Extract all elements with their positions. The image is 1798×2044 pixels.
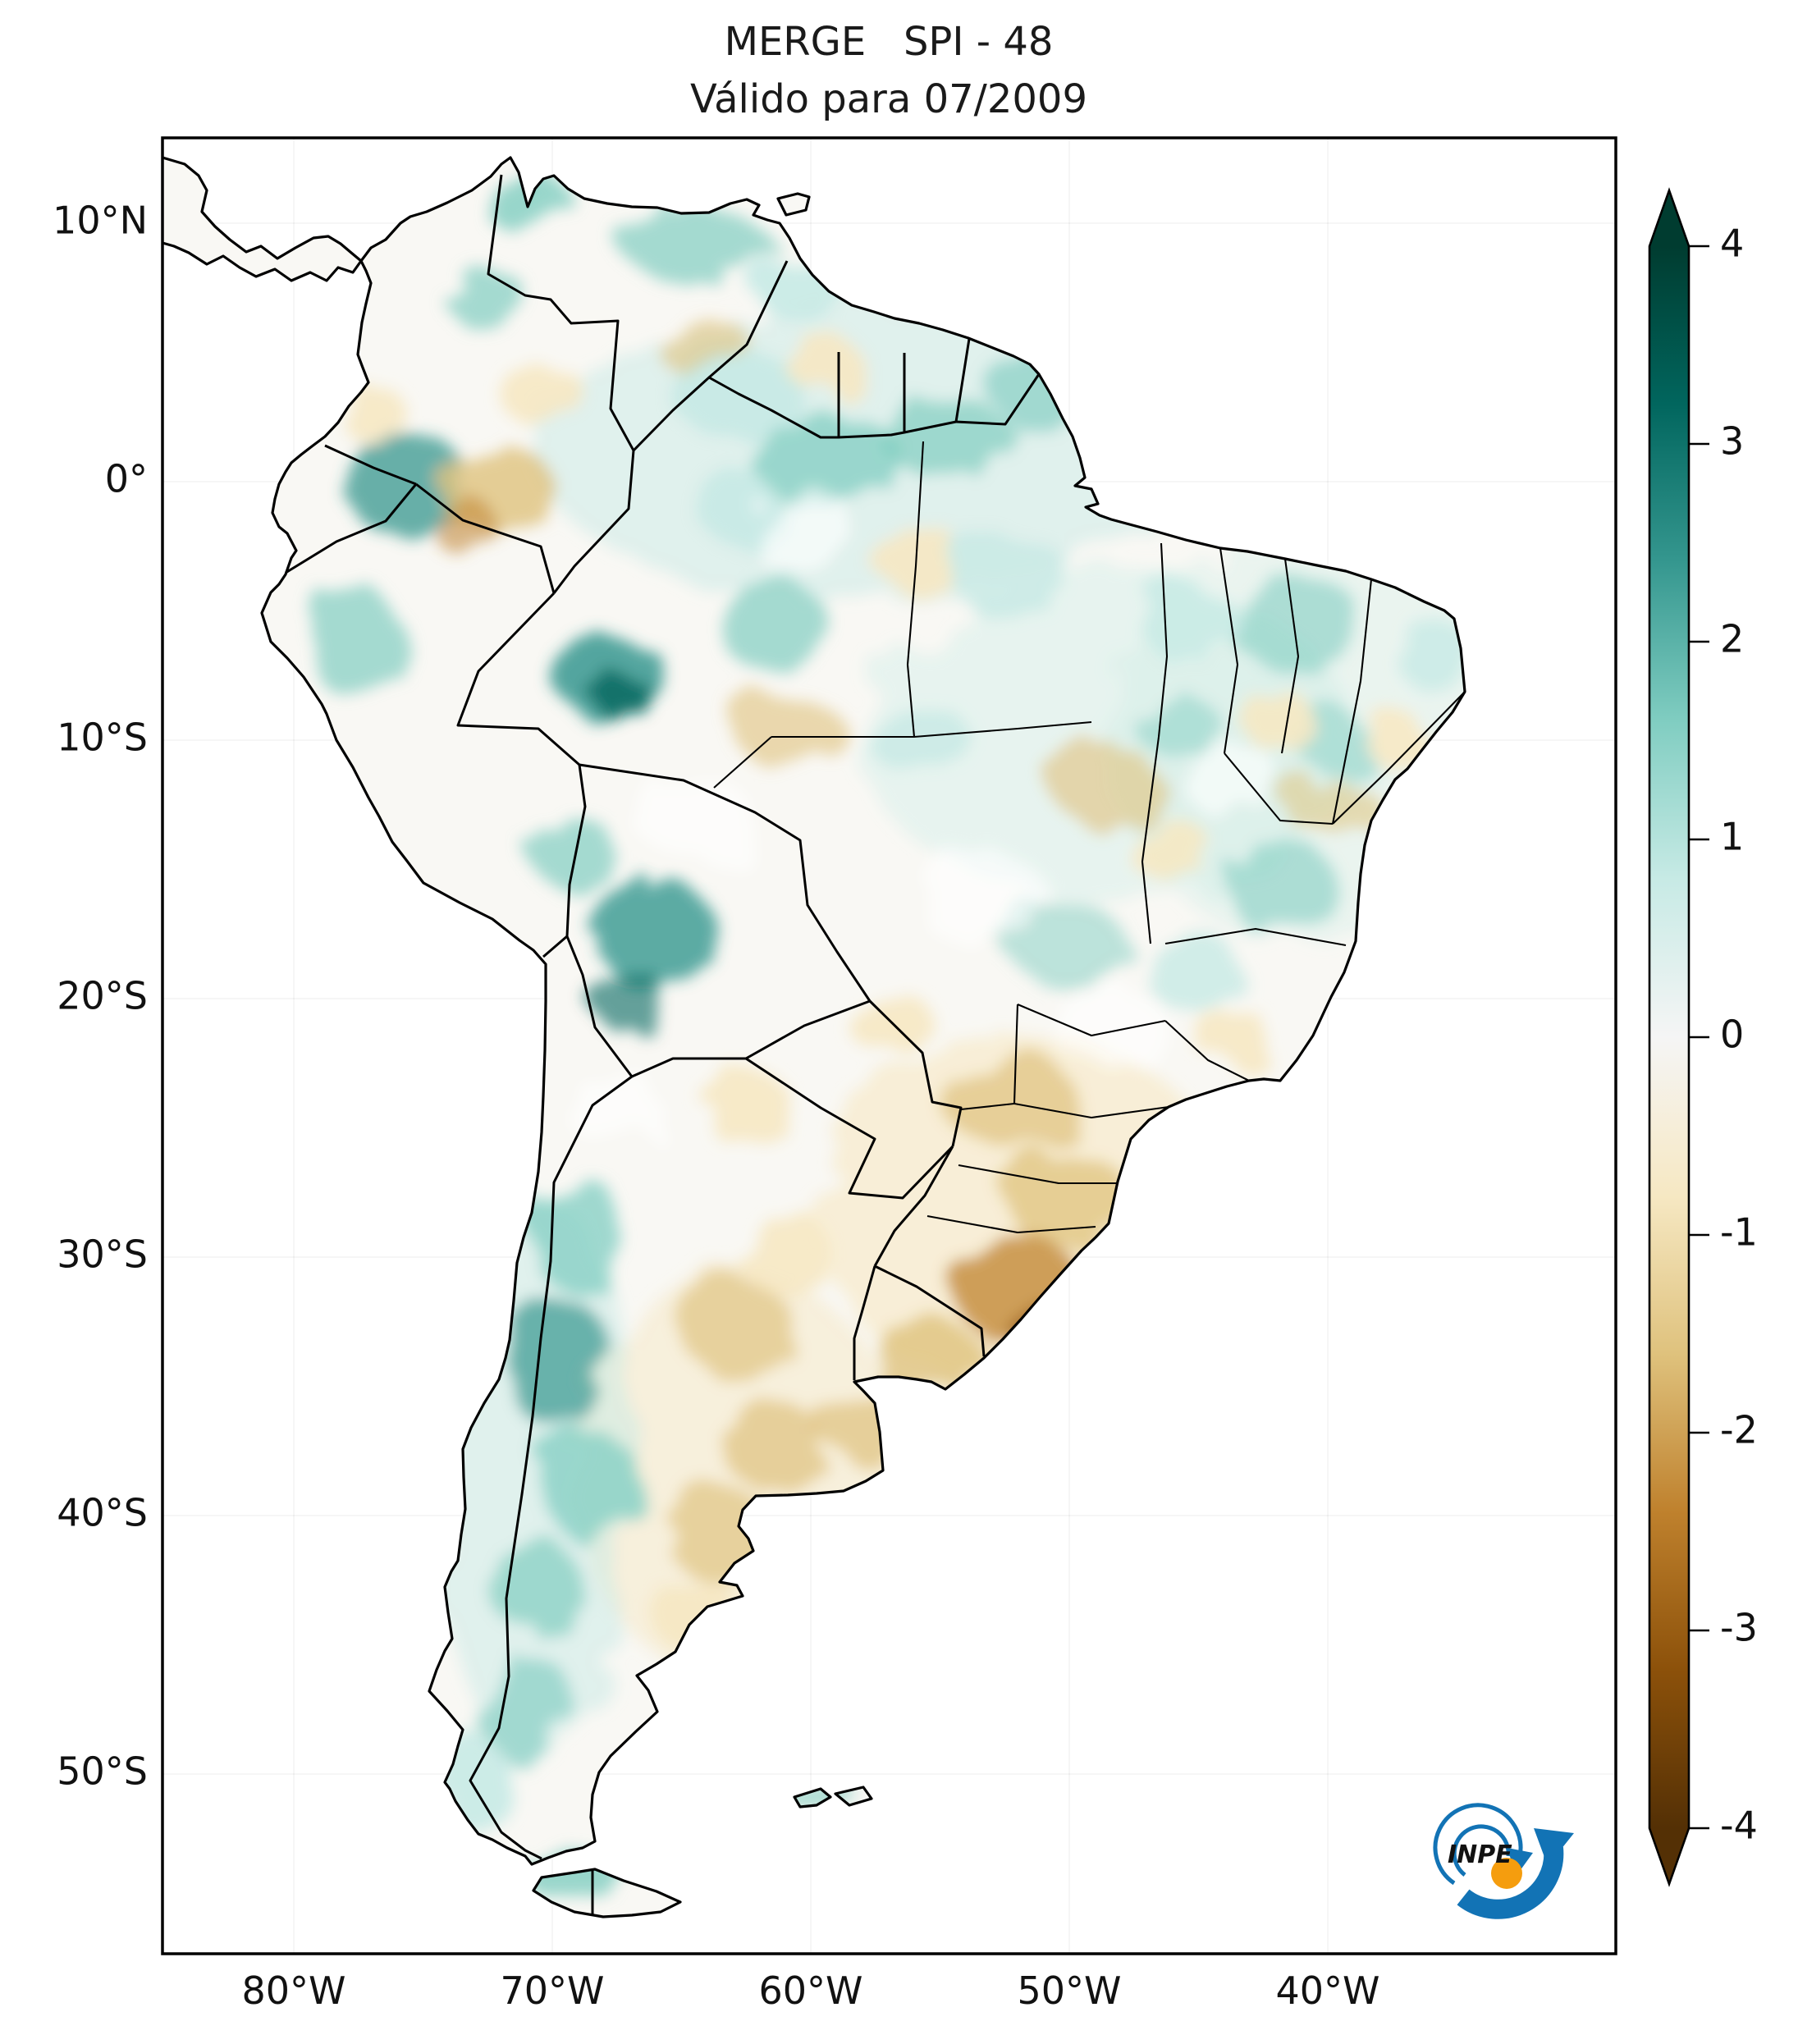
colorbar-tick-label: 0 <box>1720 1013 1744 1057</box>
lon-tick-label: 80°W <box>241 1969 345 2013</box>
lat-tick-label: 50°S <box>57 1749 148 1794</box>
coastline <box>162 156 1466 1918</box>
inpe-logo-swoosh-arrowhead <box>1534 1828 1574 1866</box>
map-title: MERGE SPI - 48 <box>724 19 1054 65</box>
lat-tick-label: 20°S <box>57 974 148 1018</box>
spi-field <box>162 158 1465 1917</box>
colorbar-tick-labels: 4 3 2 1 0 -1 -2 -3 -4 <box>1720 222 1758 1848</box>
lat-tick-label: 10°N <box>53 199 148 243</box>
colorbar-tick-label: -4 <box>1720 1804 1758 1848</box>
state-borders <box>713 441 1466 1234</box>
inpe-logo: INPE <box>1433 1803 1574 1919</box>
lon-tick-label: 70°W <box>500 1969 604 2013</box>
colorbar-gradient-bar <box>1648 187 1690 1887</box>
inpe-logo-orange-ball <box>1491 1858 1522 1889</box>
lon-tick-label: 60°W <box>758 1969 862 2013</box>
inpe-logo-spiral-inner <box>1452 1824 1511 1877</box>
colorbar-tick-label: 2 <box>1720 617 1744 661</box>
map-frame <box>161 136 1617 1955</box>
lat-tick-label: 30°S <box>57 1232 148 1277</box>
inpe-logo-label: INPE <box>1448 1841 1512 1869</box>
inpe-logo-swoosh <box>1457 1846 1564 1919</box>
lon-tick-labels: 80°W 70°W 60°W 50°W 40°W <box>241 1969 1379 2013</box>
colorbar-tick-label: -1 <box>1720 1210 1758 1255</box>
lat-tick-label: 10°S <box>57 716 148 760</box>
colorbar-tick-label: -2 <box>1720 1408 1758 1452</box>
colorbar: 4 3 2 1 0 -1 -2 -3 -4 <box>1648 187 1758 1887</box>
colorbar-tick-label: 4 <box>1720 222 1744 266</box>
lat-tick-labels: 10°N 0° 10°S 20°S 30°S 40°S 50°S <box>53 199 148 1794</box>
colorbar-tick-label: 1 <box>1720 815 1744 859</box>
inpe-logo-spiral-outer <box>1433 1803 1523 1886</box>
lon-tick-label: 40°W <box>1275 1969 1379 2013</box>
lon-tick-label: 50°W <box>1017 1969 1121 2013</box>
colorbar-tick-label: 3 <box>1720 419 1744 464</box>
country-borders <box>285 174 1041 1915</box>
map-subtitle: Válido para 07/2009 <box>690 76 1087 122</box>
colorbar-tick-marks <box>1689 245 1709 1830</box>
colorbar-tick-label: -3 <box>1720 1606 1758 1650</box>
lat-tick-label: 40°S <box>57 1491 148 1535</box>
lat-tick-label: 0° <box>105 457 148 501</box>
